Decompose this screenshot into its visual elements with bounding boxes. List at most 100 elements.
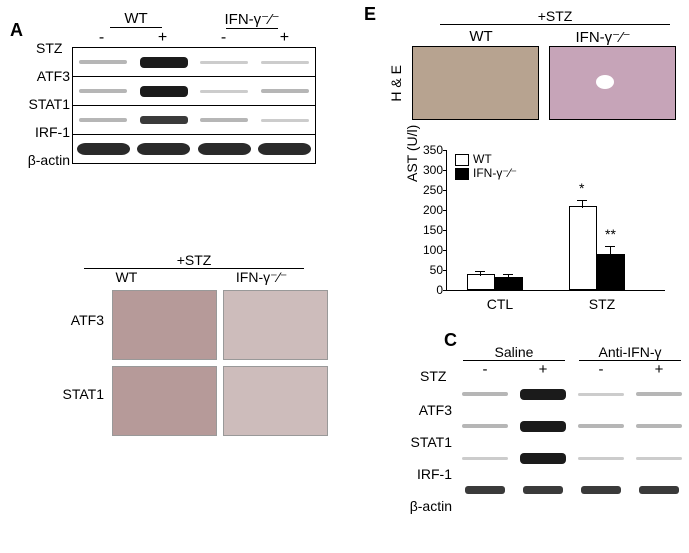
legend-label: IFN-γ⁻⁄⁻ — [473, 166, 517, 180]
wb-row-stat1 — [73, 76, 315, 105]
e-he-row: H & E — [380, 46, 680, 120]
c-col-label: Saline — [456, 344, 572, 360]
band — [194, 106, 255, 134]
protein-label: IRF-1 — [402, 458, 452, 490]
stz-mark: + — [158, 29, 167, 47]
protein-label: STAT1 — [12, 90, 70, 118]
band — [514, 486, 572, 494]
stz-mark: - — [99, 29, 104, 47]
wb-row-actin — [73, 134, 315, 163]
sig-star: ** — [605, 226, 616, 242]
panel-letter-e: E — [364, 4, 376, 25]
panel-letter-a: A — [10, 20, 23, 41]
c-stz-label: STZ — [420, 368, 446, 384]
band — [572, 424, 630, 428]
y-tick-mark — [443, 190, 447, 191]
panel-e: +STZ WT IFN-γ⁻⁄⁻ H & E — [380, 8, 680, 120]
band — [514, 421, 572, 432]
y-tick-mark — [443, 230, 447, 231]
c-row-actin — [456, 474, 688, 506]
ihc-col-label: IFN-γ⁻⁄⁻ — [199, 269, 324, 286]
wb-stz-row: - + - + — [72, 29, 316, 47]
protein-label: β-actin — [12, 146, 70, 174]
errorbar-cap — [605, 246, 615, 247]
legend-item: IFN-γ⁻⁄⁻ — [455, 166, 517, 180]
band — [456, 457, 514, 460]
protein-label: β-actin — [402, 490, 452, 522]
legend-item: WT — [455, 152, 517, 166]
band — [630, 392, 688, 396]
band — [194, 48, 255, 76]
legend-swatch-icon — [455, 168, 469, 180]
band — [630, 457, 688, 460]
ihc-overline: +STZ — [56, 252, 332, 268]
wb-row-atf3 — [73, 48, 315, 76]
chart-legend: WT IFN-γ⁻⁄⁻ — [455, 152, 517, 180]
wb-protein-labels: ATF3 STAT1 IRF-1 β-actin — [12, 62, 70, 174]
stz-mark: - — [221, 29, 226, 47]
wb-col-line — [110, 27, 161, 28]
band — [514, 453, 572, 464]
vessel-icon — [596, 75, 614, 89]
c-head: Saline Anti-IFN-γ — [456, 344, 688, 361]
ihc-row-label: ATF3 — [54, 312, 104, 328]
y-tick-mark — [443, 170, 447, 171]
band — [73, 77, 134, 105]
protein-label: IRF-1 — [12, 118, 70, 146]
stz-mark: - — [572, 361, 630, 378]
c-col: Anti-IFN-γ — [572, 344, 688, 361]
band — [630, 486, 688, 494]
wb-stz-cells: - + - + — [72, 29, 316, 47]
x-category-label: CTL — [455, 296, 545, 312]
band — [456, 392, 514, 396]
e-overline: +STZ — [440, 8, 670, 25]
chart-area: WT IFN-γ⁻⁄⁻ * ** CTL STZ — [446, 150, 665, 291]
band — [456, 424, 514, 428]
band — [572, 486, 630, 494]
y-tick-mark — [443, 150, 447, 151]
band — [73, 135, 134, 163]
stz-mark: - — [456, 361, 514, 378]
c-rows — [456, 378, 688, 506]
sig-star: * — [579, 180, 584, 196]
e-col-label: IFN-γ⁻⁄⁻ — [542, 28, 664, 46]
y-tick-label: 200 — [411, 203, 443, 217]
errorbar — [508, 275, 509, 279]
bar-ctl-ko — [495, 277, 523, 290]
panel-c-westernblot: Saline Anti-IFN-γ - + - + — [456, 344, 688, 506]
ihc-row-label: STAT1 — [54, 386, 104, 402]
ast-bar-chart: AST (U/l) WT IFN-γ⁻⁄⁻ * — [400, 142, 678, 322]
band — [194, 135, 255, 163]
errorbar-cap — [475, 271, 485, 272]
wb-row-irf1 — [73, 105, 315, 134]
bar-stz-wt — [569, 206, 597, 290]
band — [73, 106, 134, 134]
c-col: Saline — [456, 344, 572, 361]
band — [255, 106, 316, 134]
stz-mark: + — [514, 361, 572, 378]
e-overline-text: +STZ — [538, 8, 573, 24]
wb-col-wt: WT — [78, 10, 194, 29]
c-col-label: Anti-IFN-γ — [572, 344, 688, 360]
protein-label: STAT1 — [402, 426, 452, 458]
wb-rows — [72, 47, 316, 164]
y-tick-label: 0 — [411, 283, 443, 297]
band — [134, 48, 195, 76]
band — [134, 135, 195, 163]
he-label: H & E — [388, 65, 406, 102]
band — [514, 389, 572, 400]
c-row-atf3 — [456, 378, 688, 410]
y-tick-label: 250 — [411, 183, 443, 197]
bar-stz-ko — [597, 254, 625, 290]
band — [572, 457, 630, 460]
errorbar — [582, 201, 583, 208]
he-image-ko — [549, 46, 676, 120]
band — [255, 135, 316, 163]
c-row-stat1 — [456, 410, 688, 442]
e-col-label: WT — [420, 28, 542, 46]
e-head: WT IFN-γ⁻⁄⁻ — [380, 28, 664, 46]
stz-mark: + — [280, 29, 289, 47]
errorbar-cap — [503, 274, 513, 275]
y-tick-mark — [443, 210, 447, 211]
he-image-wt — [412, 46, 539, 120]
